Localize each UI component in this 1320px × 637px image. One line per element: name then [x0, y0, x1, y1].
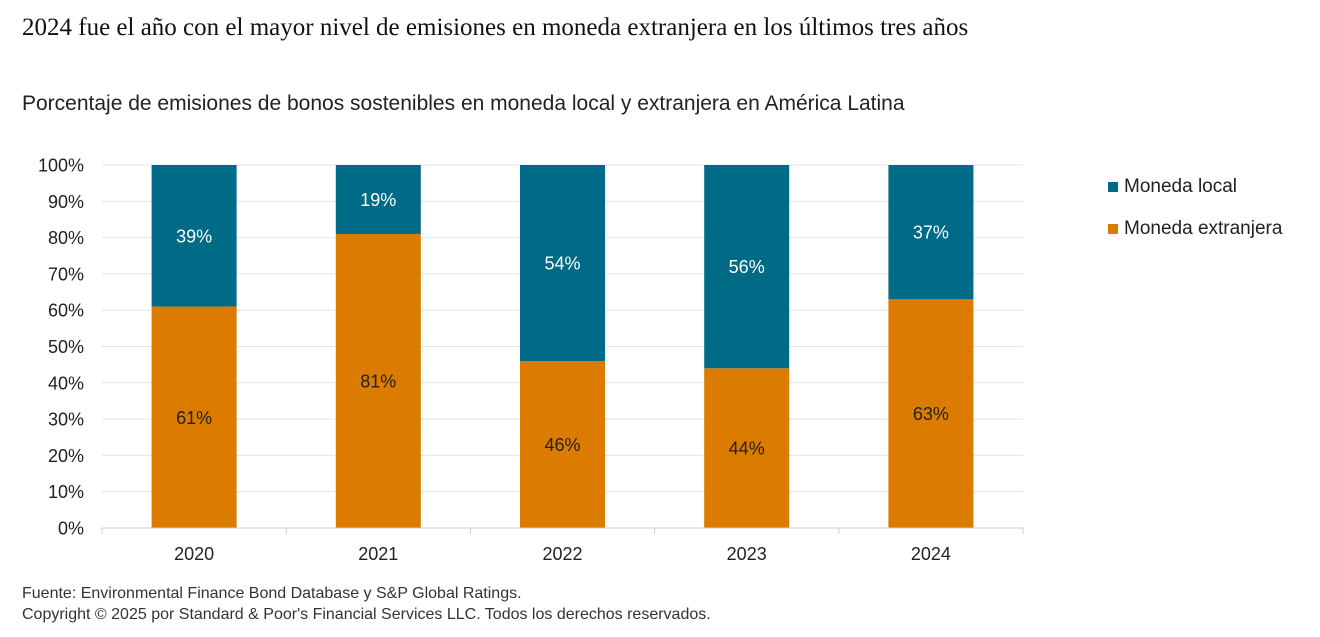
chart-subtitle: Porcentaje de emisiones de bonos sosteni…	[22, 92, 905, 115]
bar-segment-local	[335, 165, 421, 234]
x-axis: 2020 2021 2022 2023 2024	[101, 527, 1024, 564]
x-tick-label: 2020	[174, 544, 214, 564]
source-note: Fuente: Environmental Finance Bond Datab…	[22, 585, 522, 602]
data-label-extranjera: 46%	[544, 435, 580, 455]
legend-swatch-local	[1108, 182, 1118, 192]
y-tick-label: 70%	[48, 264, 84, 284]
bar-segment-extranjera	[520, 361, 605, 528]
y-tick-label: 80%	[48, 228, 84, 248]
legend-label-local: Moneda local	[1124, 176, 1238, 197]
data-label-local: 19%	[360, 190, 396, 210]
x-tick-label: 2023	[727, 544, 767, 564]
data-label-extranjera: 44%	[729, 439, 765, 459]
y-tick-label: 0%	[58, 519, 84, 539]
data-label-extranjera: 61%	[176, 408, 212, 428]
x-tick-label: 2022	[542, 544, 582, 564]
y-tick-label: 100%	[38, 156, 84, 176]
y-tick-label: 90%	[48, 192, 84, 212]
data-label-extranjera: 63%	[913, 404, 949, 424]
y-tick-label: 10%	[48, 482, 84, 502]
bar-segment-local	[704, 165, 790, 369]
data-label-local: 37%	[913, 223, 949, 243]
copyright-note: Copyright © 2025 por Standard & Poor's F…	[22, 606, 711, 623]
bar-segment-local	[151, 165, 237, 307]
y-tick-label: 20%	[48, 446, 84, 466]
data-label-local: 56%	[729, 257, 765, 277]
bar-segment-extranjera	[151, 306, 237, 528]
data-label-local: 54%	[544, 254, 580, 274]
bar-segment-local	[520, 165, 605, 362]
data-label-local: 39%	[176, 226, 212, 246]
data-label-extranjera: 81%	[360, 371, 396, 391]
x-tick-label: 2024	[911, 544, 951, 564]
bar-segment-extranjera	[335, 233, 421, 528]
legend-item-local: Moneda local	[1108, 175, 1282, 199]
chart-title: 2024 fue el año con el mayor nivel de em…	[22, 14, 969, 41]
y-tick-label: 50%	[48, 337, 84, 357]
y-tick-label: 30%	[48, 410, 84, 430]
bar-segment-local	[888, 165, 974, 300]
legend-item-extranjera: Moneda extranjera	[1108, 217, 1282, 241]
bar-segment-extranjera	[888, 299, 974, 528]
bars: 61% 39% 81% 19% 46% 54% 44% 56% 63% 37%	[151, 165, 974, 528]
y-tick-label: 60%	[48, 301, 84, 321]
x-tick-label: 2021	[358, 544, 398, 564]
bar-segment-extranjera	[704, 368, 790, 528]
legend-swatch-extranjera	[1108, 224, 1118, 234]
footer: Fuente: Environmental Finance Bond Datab…	[22, 583, 711, 625]
legend-label-extranjera: Moneda extranjera	[1124, 218, 1283, 239]
y-tick-label: 40%	[48, 373, 84, 393]
legend: Moneda local Moneda extranjera	[1108, 175, 1282, 259]
y-axis-ticks: 0% 10% 20% 30% 40% 50% 60% 70% 80% 90% 100%	[38, 156, 84, 539]
